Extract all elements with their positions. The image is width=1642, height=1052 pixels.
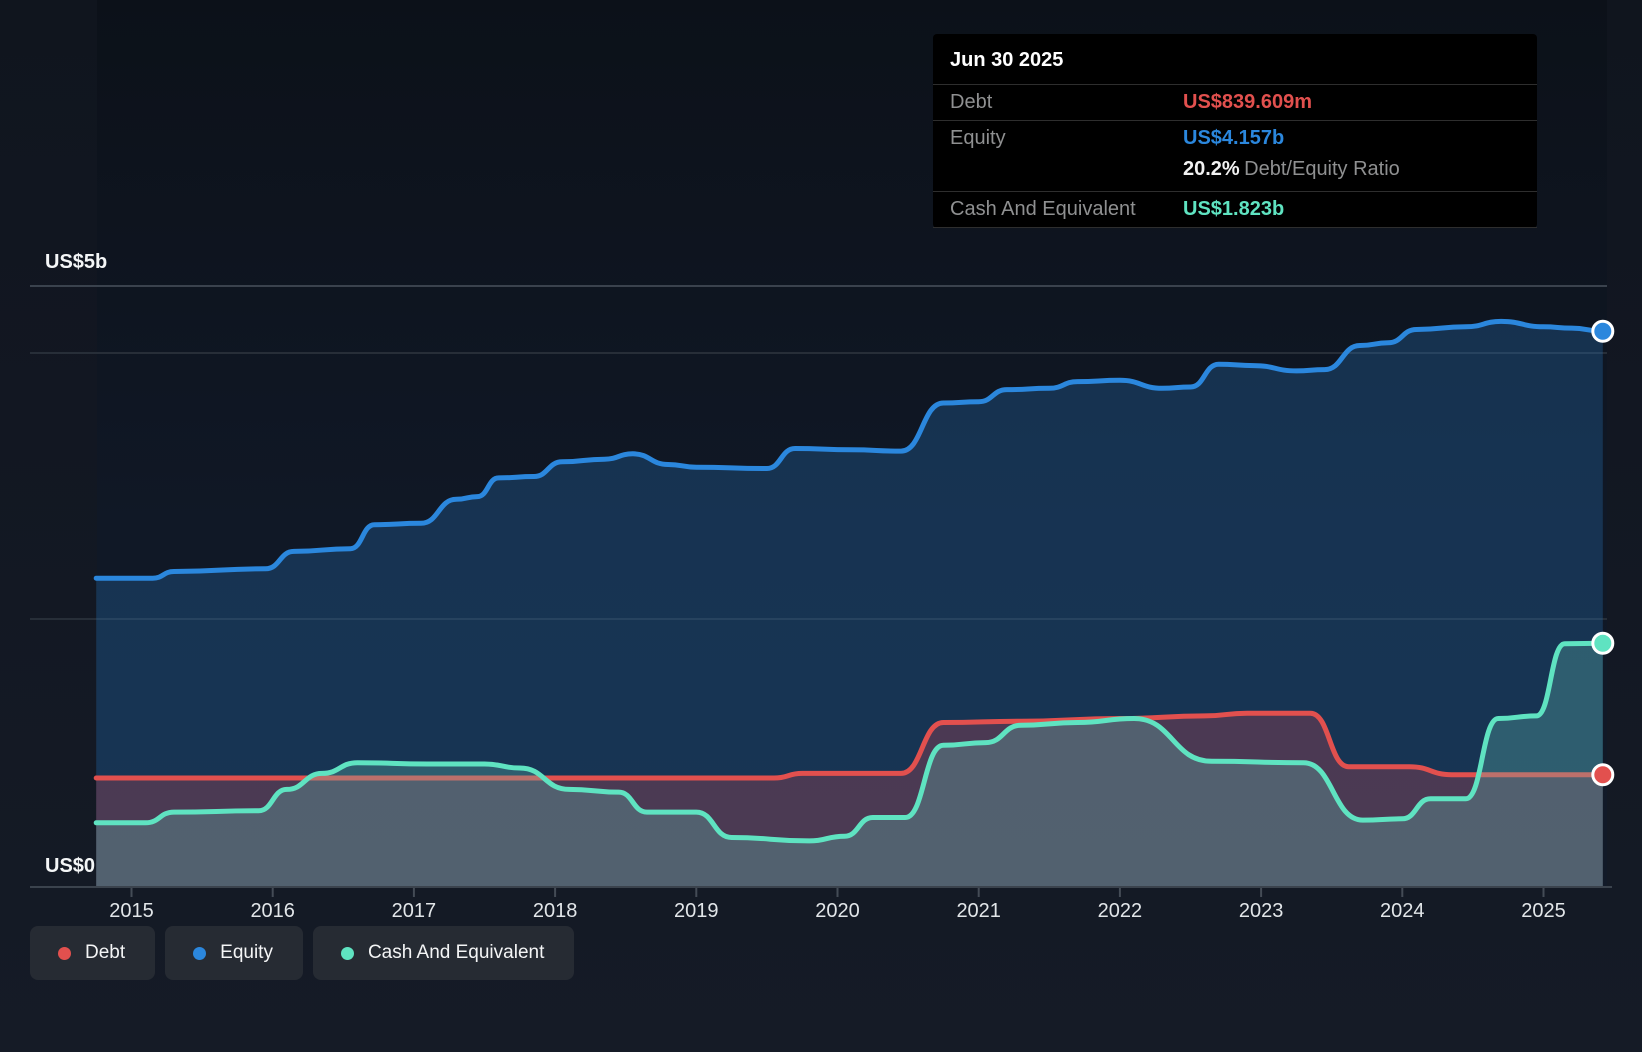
- equity-area: [96, 321, 1603, 887]
- tooltip-debt-row: Debt US$839.609m: [933, 84, 1537, 120]
- x-axis-label-2020: 2020: [815, 900, 860, 922]
- x-axis-label-2021: 2021: [956, 900, 1001, 922]
- chart-tooltip: Jun 30 2025 Debt US$839.609m Equity US$4…: [933, 34, 1537, 228]
- tooltip-cash-label: Cash And Equivalent: [950, 198, 1136, 220]
- tooltip-ratio-value: 20.2%: [1183, 158, 1240, 180]
- x-axis-label-2024: 2024: [1380, 900, 1425, 922]
- tooltip-ratio-row: 20.2% Debt/Equity Ratio: [933, 156, 1537, 191]
- tooltip-date: Jun 30 2025: [950, 49, 1064, 71]
- tooltip-cash-value: US$1.823b: [1183, 198, 1285, 220]
- cash-end-marker[interactable]: [1591, 631, 1615, 655]
- x-axis-label-2025: 2025: [1521, 900, 1566, 922]
- cash-area: [96, 643, 1603, 887]
- x-axis-label-2023: 2023: [1239, 900, 1284, 922]
- chart-legend: Debt Equity Cash And Equivalent: [30, 926, 575, 980]
- y-axis-label-bottom: US$0: [45, 855, 95, 877]
- debt-area: [96, 713, 1603, 887]
- debt-dot-icon: [58, 946, 71, 960]
- debt-line: [93, 710, 1606, 781]
- x-axis-label-2017: 2017: [392, 900, 437, 922]
- legend-item-cash[interactable]: Cash And Equivalent: [312, 926, 575, 980]
- tooltip-ratio-label: Debt/Equity Ratio: [1244, 158, 1400, 180]
- x-axis-label-2015: 2015: [109, 900, 154, 922]
- legend-equity-label: Equity: [220, 942, 273, 963]
- debt-end-marker[interactable]: [1591, 763, 1615, 787]
- cash-dot-icon: [340, 946, 354, 960]
- legend-item-equity[interactable]: Equity: [165, 926, 303, 980]
- tooltip-equity-value: US$4.157b: [1183, 127, 1285, 149]
- y-axis-label-top: US$5b: [45, 251, 107, 273]
- legend-item-debt[interactable]: Debt: [30, 926, 156, 980]
- x-axis-label-2019: 2019: [674, 900, 719, 922]
- tooltip-equity-row: Equity US$4.157b: [933, 120, 1537, 156]
- equity-line: [93, 318, 1606, 581]
- cash-line: [93, 640, 1606, 844]
- legend-cash-label: Cash And Equivalent: [367, 942, 545, 963]
- x-axis-label-2016: 2016: [250, 900, 295, 922]
- tooltip-debt-label: Debt: [950, 91, 993, 113]
- tooltip-cash-row: Cash And Equivalent US$1.823b: [933, 191, 1537, 228]
- tooltip-debt-value: US$839.609m: [1183, 91, 1312, 113]
- tooltip-equity-label: Equity: [950, 127, 1006, 149]
- x-axis-label-2022: 2022: [1098, 900, 1143, 922]
- equity-dot-icon: [193, 946, 207, 960]
- x-axis-label-2018: 2018: [533, 900, 578, 922]
- equity-end-marker[interactable]: [1591, 319, 1615, 343]
- legend-debt-label: Debt: [85, 942, 126, 963]
